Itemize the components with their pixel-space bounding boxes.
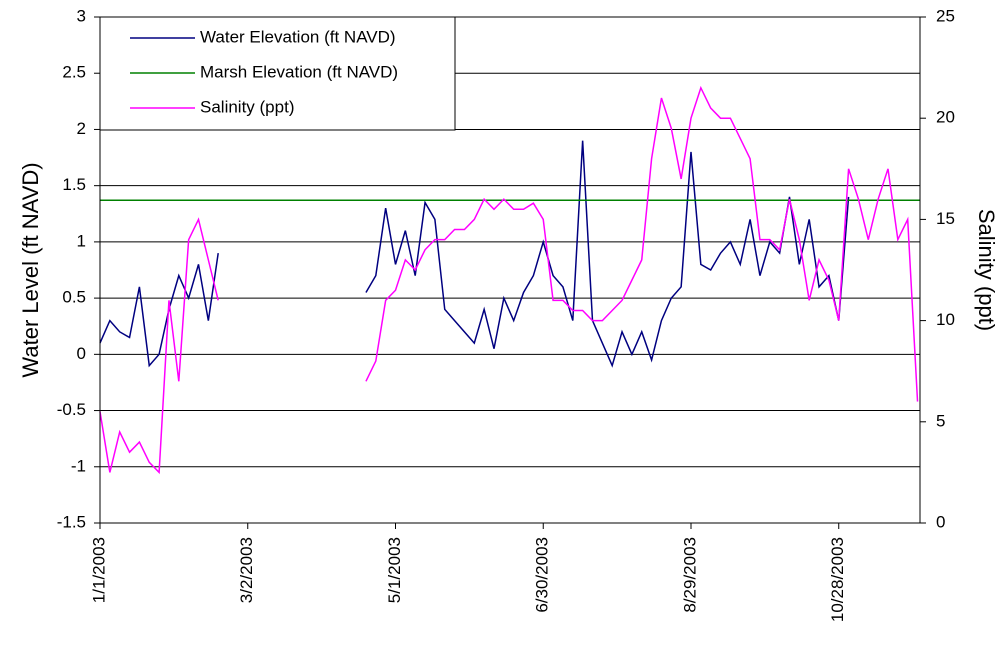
axes: -1.5 -1 -0.5 0 0.5 1 1.5 2 2.5 3 0 5 10 15 20 25 1/1/200… [57,6,955,622]
legend-label: Water Elevation (ft NAVD) [200,27,396,46]
series-line [99,85,919,475]
x-tick-label: 5/1/2003 [385,537,404,603]
y-tick-label: 1.5 [62,175,86,194]
x-tick-label: 8/29/2003 [680,537,699,613]
series-layer [99,85,920,475]
y2-tick-label: 15 [936,209,955,228]
legend-label: Salinity (ppt) [200,97,294,116]
y2-axis-title: Salinity (ppt) [974,209,999,331]
grid [100,16,920,524]
x-tick-label: 3/2/2003 [237,537,256,603]
y2-tick-label: 5 [936,411,945,430]
y2-tick-label: 0 [936,512,945,531]
y-tick-label: -1 [71,456,86,475]
y-axis-title: Water Level (ft NAVD) [18,162,43,377]
legend-label: Marsh Elevation (ft NAVD) [200,62,398,81]
y2-tick-label: 10 [936,310,955,329]
x-tick-label: 10/28/2003 [828,537,847,622]
legend: Water Elevation (ft NAVD) Marsh Elevation… [99,16,456,131]
x-tick-label: 1/1/2003 [89,537,108,603]
y-tick-label: 2.5 [62,63,86,82]
y-tick-label: -0.5 [57,400,86,419]
series-line [99,140,850,368]
y-tick-label: -1.5 [57,512,86,531]
x-tick-label: 6/30/2003 [533,537,552,613]
y-tick-label: 1 [77,231,86,250]
y2-tick-label: 20 [936,108,955,127]
y2-tick-label: 25 [936,6,955,25]
y-tick-label: 3 [77,6,86,25]
y-tick-label: 0 [77,344,86,363]
y-tick-label: 0.5 [62,288,86,307]
y-tick-label: 2 [77,119,86,138]
